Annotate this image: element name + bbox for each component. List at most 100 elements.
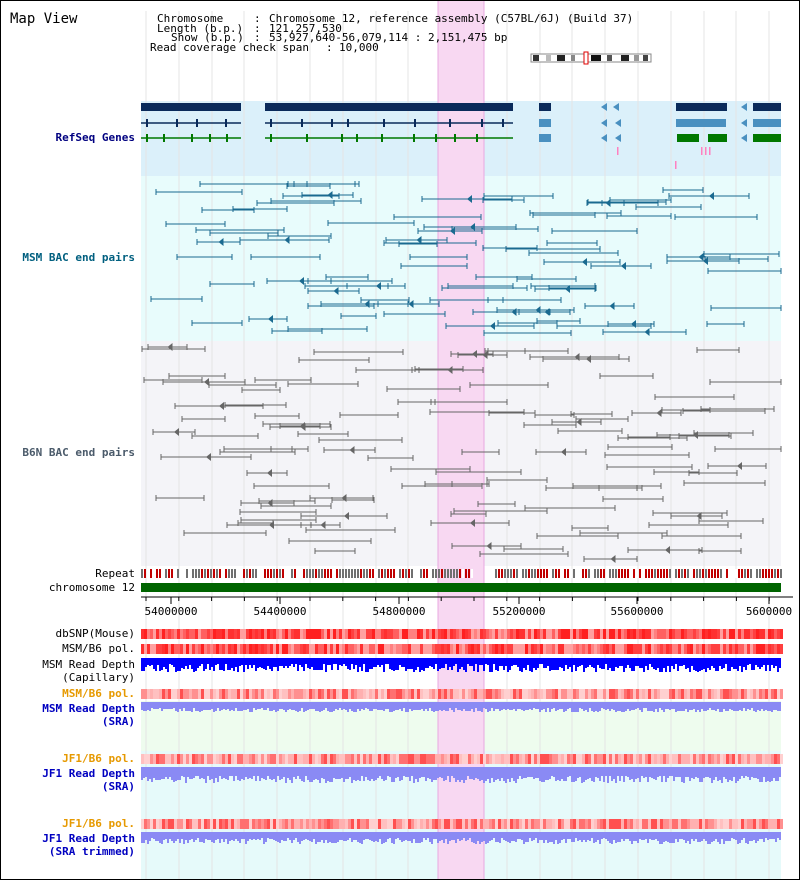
msm-capillary-depth-bar	[263, 658, 265, 669]
jf1-b6-pol-strip	[297, 754, 300, 764]
msm-capillary-depth-bar	[721, 658, 723, 669]
track-label-jf1-depth-trimmed[interactable]: JF1 Read Depth	[42, 832, 135, 845]
repeat-block	[744, 569, 746, 578]
jf1-b6-pol-2-strip	[336, 819, 339, 829]
track-label-jf1-depth-trimmed-sub: (SRA trimmed)	[48, 845, 135, 858]
jf1-b6-pol-strip	[426, 754, 429, 764]
msm-b6-pol-strip	[462, 644, 465, 654]
track-label-msm-depth-capillary[interactable]: MSM Read Depth	[42, 658, 135, 671]
jf1-sra-depth-bar	[253, 767, 255, 776]
track-label-jf1-depth-sra[interactable]: JF1 Read Depth	[42, 767, 135, 780]
msm-b6-pol-strip	[504, 644, 507, 654]
dbsnp-strip	[450, 629, 453, 639]
jf1-trimmed-depth-bar	[245, 832, 247, 844]
jf1-b6-pol-2-strip	[240, 819, 243, 829]
track-label-msm-depth-sra[interactable]: MSM Read Depth	[42, 702, 135, 715]
msm-sra-depth-bar	[359, 702, 361, 711]
b6n-bac-pair-arrow	[482, 351, 488, 359]
jf1-sra-depth-bar	[747, 767, 749, 777]
repeat-block	[345, 569, 347, 578]
jf1-b6-pol-2-strip	[681, 819, 684, 829]
repeat-block	[684, 569, 686, 578]
coverage-key: Read coverage check span	[150, 41, 309, 54]
jf1-b6-pol-2-strip	[204, 819, 207, 829]
track-label-msm-b6-pol[interactable]: MSM/B6 pol.	[62, 642, 135, 655]
repeat-block	[606, 569, 608, 578]
msm-b6-pol-2-strip	[684, 689, 687, 699]
b6n-bac-pair-arrow	[349, 446, 355, 454]
msm-capillary-depth-bar	[351, 658, 353, 664]
msm-capillary-depth-bar	[519, 658, 521, 671]
jf1-b6-pol-strip	[153, 754, 156, 764]
jf1-b6-pol-2-strip	[510, 819, 513, 829]
jf1-sra-depth-bar	[759, 767, 761, 782]
track-label-repeat[interactable]: Repeat	[95, 567, 135, 580]
jf1-b6-pol-strip	[642, 754, 645, 764]
jf1-trimmed-depth-bar	[613, 832, 615, 840]
track-label-dbsnp[interactable]: dbSNP(Mouse)	[55, 627, 135, 640]
jf1-sra-depth-bar	[467, 767, 469, 776]
msm-b6-pol-strip	[225, 644, 228, 654]
jf1-b6-pol-2-strip	[642, 819, 645, 829]
jf1-trimmed-depth-bar	[765, 832, 767, 838]
msm-b6-pol-strip	[297, 644, 300, 654]
msm-capillary-depth-bar	[645, 658, 647, 666]
msm-sra-depth-bar	[779, 702, 781, 711]
jf1-sra-depth-bar	[519, 767, 521, 776]
jf1-sra-depth-bar	[505, 767, 507, 783]
jf1-trimmed-depth-bar	[241, 832, 243, 839]
msm-sra-depth-bar	[673, 702, 675, 709]
jf1-sra-depth-bar	[637, 767, 639, 778]
track-label-msm-bac[interactable]: MSM BAC end pairs	[22, 251, 135, 264]
jf1-b6-pol-strip	[342, 754, 345, 764]
jf1-b6-pol-strip	[267, 754, 270, 764]
jf1-trimmed-depth-bar	[419, 832, 421, 843]
msm-b6-pol-2-strip	[210, 689, 213, 699]
repeat-block	[291, 569, 293, 578]
msm-sra-depth-bar	[555, 702, 557, 711]
msm-capillary-depth-bar	[335, 658, 337, 664]
msm-sra-depth-bar	[601, 702, 603, 708]
jf1-sra-depth-bar	[533, 767, 535, 779]
track-label-refseq-genes[interactable]: RefSeq Genes	[55, 131, 135, 144]
msm-b6-pol-2-strip	[762, 689, 765, 699]
jf1-b6-pol-2-strip	[297, 819, 300, 829]
dbsnp-strip	[471, 629, 474, 639]
jf1-b6-pol-strip	[198, 754, 201, 764]
msm-sra-depth-bar	[487, 702, 489, 712]
track-label-jf1-b6-pol[interactable]: JF1/B6 pol.	[62, 752, 135, 765]
track-label-jf1-b6-pol-2[interactable]: JF1/B6 pol.	[62, 817, 135, 830]
track-label-msm-b6-pol-2[interactable]: MSM/B6 pol.	[62, 687, 135, 700]
jf1-sra-depth-bar	[733, 767, 735, 777]
jf1-b6-pol-2-strip	[696, 819, 699, 829]
msm-capillary-depth-bar	[367, 658, 369, 672]
jf1-b6-pol-strip	[585, 754, 588, 764]
jf1-b6-pol-strip	[438, 754, 441, 764]
repeat-block	[777, 569, 779, 578]
jf1-trimmed-depth-bar	[279, 832, 281, 843]
msm-sra-depth-bar	[305, 702, 307, 711]
msm-sra-depth-bar	[337, 702, 339, 710]
jf1-b6-pol-2-strip	[567, 819, 570, 829]
msm-b6-pol-2-strip	[279, 689, 282, 699]
track-label-b6n-bac[interactable]: B6N BAC end pairs	[22, 446, 135, 459]
jf1-b6-pol-2-strip	[609, 819, 612, 829]
jf1-trimmed-depth-bar	[651, 832, 653, 840]
repeat-block	[381, 569, 383, 578]
msm-capillary-depth-bar	[643, 658, 645, 672]
jf1-sra-depth-bar	[681, 767, 683, 782]
msm-b6-pol-2-strip	[354, 689, 357, 699]
msm-b6-pol-strip	[636, 644, 639, 654]
msm-b6-pol-2-strip	[525, 689, 528, 699]
jf1-sra-depth-bar	[147, 767, 149, 781]
msm-b6-pol-2-strip	[285, 689, 288, 699]
dbsnp-strip	[336, 629, 339, 639]
dbsnp-strip	[540, 629, 543, 639]
msm-bac-pair-arrow	[416, 236, 422, 244]
jf1-trimmed-depth-bar	[225, 832, 227, 839]
msm-capillary-depth-bar	[599, 658, 601, 668]
jf1-b6-pol-strip	[258, 754, 261, 764]
jf1-b6-pol-2-strip	[738, 819, 741, 829]
jf1-sra-depth-bar	[215, 767, 217, 778]
